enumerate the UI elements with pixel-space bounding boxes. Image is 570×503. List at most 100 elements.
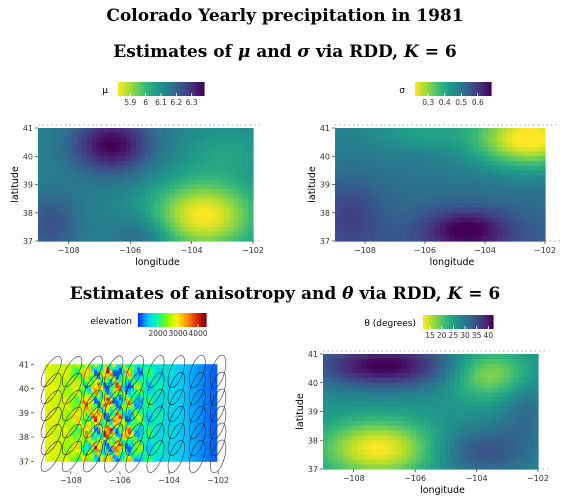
field-cell [209, 165, 215, 171]
elevation-cell [127, 443, 132, 447]
elevation-cell [210, 424, 215, 429]
elevation-cell [97, 403, 101, 408]
field-cell [401, 217, 408, 223]
elevation-cell [164, 455, 169, 459]
field-cell [248, 226, 254, 233]
elevation-cell [213, 397, 218, 402]
elevation-cell [207, 415, 212, 420]
elevation-cell [112, 391, 117, 396]
field-cell [445, 464, 451, 470]
field-cell [440, 165, 446, 171]
elevation-cell [106, 449, 110, 453]
y-tick-label: 41 [23, 124, 33, 133]
field-cell [223, 212, 230, 219]
field-cell [101, 175, 108, 181]
elevation-cell [81, 385, 86, 390]
field-cell [387, 170, 393, 176]
field-cell [223, 146, 230, 153]
field-cell [506, 236, 513, 242]
field-cell [391, 368, 397, 374]
field-cell [435, 165, 441, 171]
field-cell [535, 236, 541, 242]
elevation-cell [57, 446, 61, 450]
elevation-cell [155, 455, 160, 459]
elevation-cell [63, 367, 68, 371]
field-cell [445, 445, 451, 451]
elevation-cell [45, 437, 49, 441]
field-cell [213, 217, 220, 223]
elevation-cell [78, 412, 83, 417]
field-cell [377, 217, 384, 223]
field-cell [382, 175, 389, 181]
field-cell [420, 363, 427, 369]
field-cell [502, 222, 508, 228]
field-cell [391, 445, 397, 451]
elevation-cell [149, 424, 153, 429]
elevation-cell [60, 370, 64, 374]
elevation-cell [72, 458, 77, 462]
field-cell [382, 217, 389, 223]
field-cell [377, 160, 384, 167]
elevation-cell [100, 376, 104, 380]
field-cell [77, 142, 83, 148]
field-cell [47, 189, 54, 195]
field-cell [415, 401, 422, 408]
colorbar-swatch [120, 82, 123, 96]
field-cell [410, 421, 417, 427]
elevation-cell [146, 370, 150, 374]
field-cell [363, 222, 370, 228]
elevation-cell [127, 418, 132, 423]
elevation-cell [180, 440, 184, 444]
field-cell [449, 146, 455, 153]
elevation-cell [112, 412, 117, 417]
field-cell [106, 175, 112, 181]
elevation-cell [137, 449, 141, 453]
field-cell [91, 184, 98, 190]
field-cell [150, 193, 156, 200]
field-cell [473, 193, 479, 200]
colorbar-swatch [124, 82, 128, 96]
field-cell [199, 128, 205, 134]
field-cell [387, 128, 393, 134]
elevation-cell [75, 427, 80, 432]
elevation-cell [183, 421, 187, 426]
field-cell [440, 132, 446, 139]
field-cell [140, 128, 147, 134]
elevation-cell [63, 446, 68, 450]
field-cell [243, 137, 249, 143]
field-cell [354, 198, 360, 204]
field-cell [497, 160, 503, 167]
elevation-cell [192, 400, 196, 405]
elevation-cell [66, 373, 71, 377]
field-cell [420, 203, 427, 209]
elevation-cell [195, 388, 199, 393]
field-cell [459, 368, 466, 374]
field-cell [125, 179, 132, 186]
elevation-cell [183, 415, 187, 420]
elevation-cell [118, 440, 123, 444]
field-cell [392, 142, 398, 148]
field-cell [349, 142, 355, 148]
field-cell [376, 425, 383, 432]
field-cell [478, 208, 484, 214]
field-cell [492, 132, 498, 139]
field-cell [420, 445, 427, 451]
field-cell [342, 401, 349, 408]
elevation-cell [45, 370, 49, 374]
colorbar-swatch [133, 82, 136, 96]
elevation-cell [97, 370, 101, 374]
field-cell [366, 464, 373, 470]
elevation-cell [88, 370, 92, 374]
elevation-cell [66, 418, 71, 423]
elevation-cell [140, 403, 144, 408]
elevation-cell [186, 385, 190, 390]
elevation-cell [118, 406, 123, 411]
elevation-cell [81, 452, 86, 456]
field-cell [382, 184, 389, 190]
field-cell [450, 416, 456, 422]
field-cell [349, 175, 355, 181]
field-cell [223, 184, 230, 190]
field-cell [86, 151, 93, 157]
field-cell [358, 203, 365, 209]
elevation-cell [94, 434, 98, 438]
